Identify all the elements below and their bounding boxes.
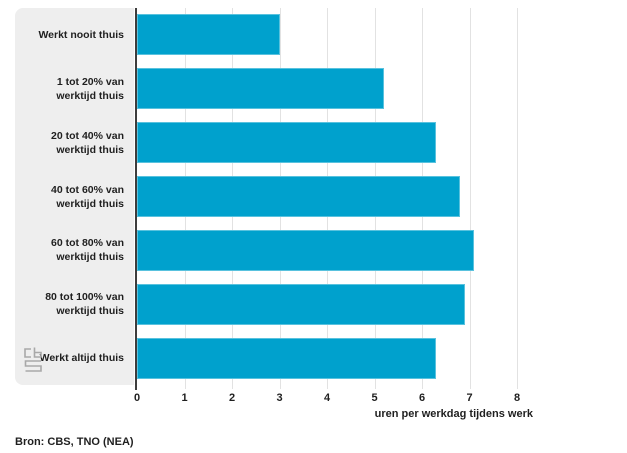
x-tick-label: 3: [276, 392, 283, 404]
bar-track: [137, 176, 517, 217]
bar-track: [137, 283, 517, 325]
bar-track: [137, 122, 517, 164]
x-tick-label: 6: [418, 392, 426, 404]
category-row: 20 tot 40% van werktijd thuis: [15, 116, 517, 170]
x-tick-label: 4: [323, 392, 331, 404]
category-row: 60 tot 80% van werktijd thuis: [15, 223, 517, 277]
x-tick-label: 5: [371, 392, 378, 404]
bar-track: [137, 337, 517, 379]
bar: [137, 122, 437, 164]
category-row: Werkt nooit thuis: [15, 8, 517, 62]
x-tick-label: 7: [466, 392, 473, 404]
bar-rows: Werkt nooit thuis 1 tot 20% van werktijd …: [15, 8, 517, 385]
bar: [137, 68, 384, 110]
bar-track: [137, 68, 517, 110]
category-label: 20 tot 40% van werktijd thuis: [51, 129, 124, 156]
category-label: 80 tot 100% van werktijd thuis: [45, 291, 124, 318]
category-row: 80 tot 100% van werktijd thuis: [15, 277, 517, 331]
bar: [137, 337, 437, 379]
x-axis-label: uren per werkdag tijdens werk: [374, 408, 533, 420]
category-row: Werkt altijd thuis: [15, 331, 517, 385]
cbs-logo: [24, 347, 42, 372]
bar: [137, 176, 460, 217]
bar: [137, 229, 475, 271]
y-axis-line: [135, 8, 137, 390]
gridline: [517, 8, 518, 389]
x-tick-label: 2: [228, 392, 236, 404]
bar: [137, 14, 280, 56]
category-row: 40 tot 60% van werktijd thuis: [15, 170, 517, 224]
category-label: Werkt altijd thuis: [39, 352, 124, 365]
category-label: Werkt nooit thuis: [38, 28, 124, 41]
bar-track: [137, 14, 517, 56]
source-label: Bron: CBS, TNO (NEA): [15, 436, 134, 448]
x-tick-label: 1: [181, 392, 188, 404]
bar-track: [137, 229, 517, 271]
category-label: 1 tot 20% van werktijd thuis: [56, 75, 124, 102]
category-label: 40 tot 60% van werktijd thuis: [51, 183, 124, 210]
gridline: [469, 8, 471, 389]
category-label: 60 tot 80% van werktijd thuis: [51, 237, 124, 264]
x-tick-label: 8: [513, 392, 521, 404]
bar: [137, 283, 465, 325]
x-tick-label: 0: [133, 392, 141, 404]
x-axis-ticks: 0 1 2 3 4 5 6 7 8: [133, 392, 521, 406]
category-label-panel: [15, 8, 134, 385]
category-row: 1 tot 20% van werktijd thuis: [15, 62, 517, 116]
